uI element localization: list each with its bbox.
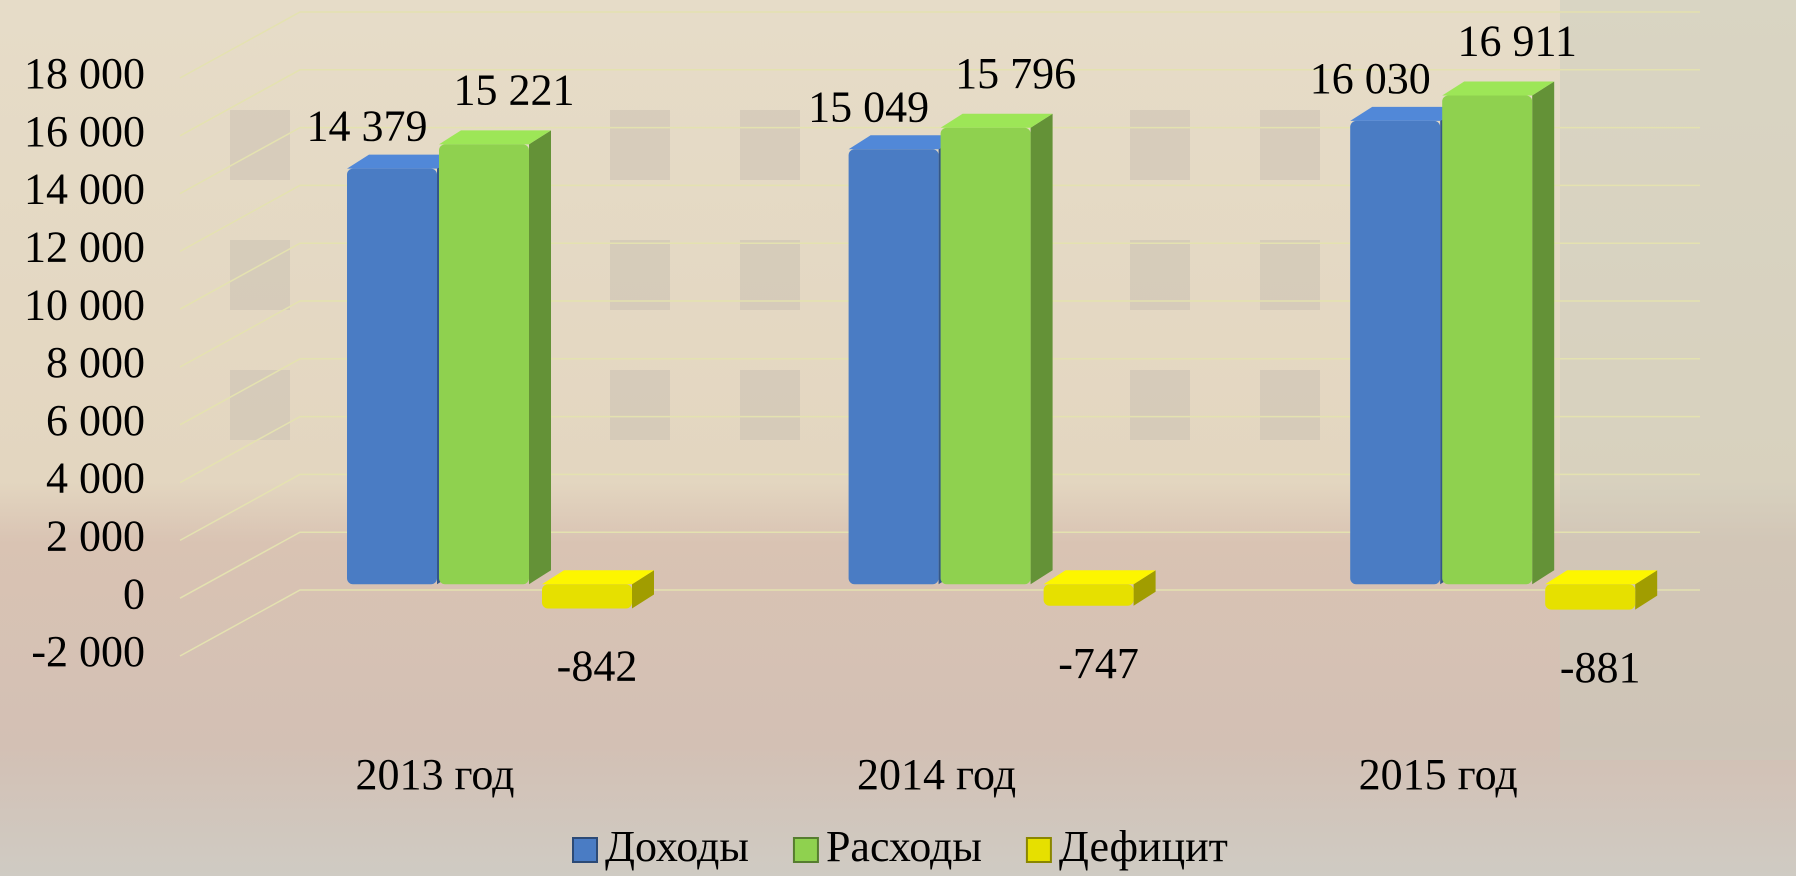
value-label: 16 030 <box>1310 54 1431 103</box>
y-tick-label: 16 000 <box>24 107 145 156</box>
bar <box>1545 584 1635 609</box>
legend-swatch <box>573 838 597 862</box>
legend-swatch <box>794 838 818 862</box>
bar-side <box>1031 114 1053 585</box>
y-tick-label: 10 000 <box>24 280 145 329</box>
bar <box>439 144 529 584</box>
value-label: -881 <box>1560 643 1641 692</box>
bar <box>849 149 939 584</box>
y-tick-label: -2 000 <box>31 627 145 676</box>
value-label: -747 <box>1058 639 1139 688</box>
value-label: 15 049 <box>808 82 929 131</box>
legend-label: Расходы <box>826 822 982 871</box>
y-tick-label: 6 000 <box>46 396 145 445</box>
value-label: -842 <box>557 642 638 691</box>
value-label: 16 911 <box>1458 17 1577 66</box>
bar <box>1350 121 1440 584</box>
y-tick-label: 18 000 <box>24 49 145 98</box>
x-tick-label: 2013 год <box>355 750 514 799</box>
y-tick-label: 4 000 <box>46 454 145 503</box>
x-tick-label: 2014 год <box>857 750 1016 799</box>
bar-side <box>1532 81 1554 584</box>
value-label: 15 796 <box>955 49 1076 98</box>
value-label: 14 379 <box>307 102 428 151</box>
legend-label: Дефицит <box>1059 822 1228 871</box>
x-tick-label: 2015 год <box>1359 750 1518 799</box>
y-tick-label: 2 000 <box>46 511 145 560</box>
legend-swatch <box>1027 838 1051 862</box>
bar <box>1044 584 1134 606</box>
legend-label: Доходы <box>605 822 749 871</box>
value-label: 15 221 <box>454 65 575 114</box>
bar <box>941 128 1031 585</box>
y-tick-label: 0 <box>123 569 145 618</box>
y-tick-label: 12 000 <box>24 222 145 271</box>
bar <box>1442 95 1532 584</box>
page: -2 000 0 2 000 4 000 6 000 8 000 10 000 12 000 1… <box>0 0 1796 876</box>
y-tick-label: 8 000 <box>46 338 145 387</box>
bar <box>542 584 632 608</box>
chart: -2 000 0 2 000 4 000 6 000 8 000 10 000 12 000 1… <box>0 0 1796 876</box>
bar-side <box>529 130 551 584</box>
y-tick-label: 14 000 <box>24 165 145 214</box>
bar <box>347 169 437 585</box>
